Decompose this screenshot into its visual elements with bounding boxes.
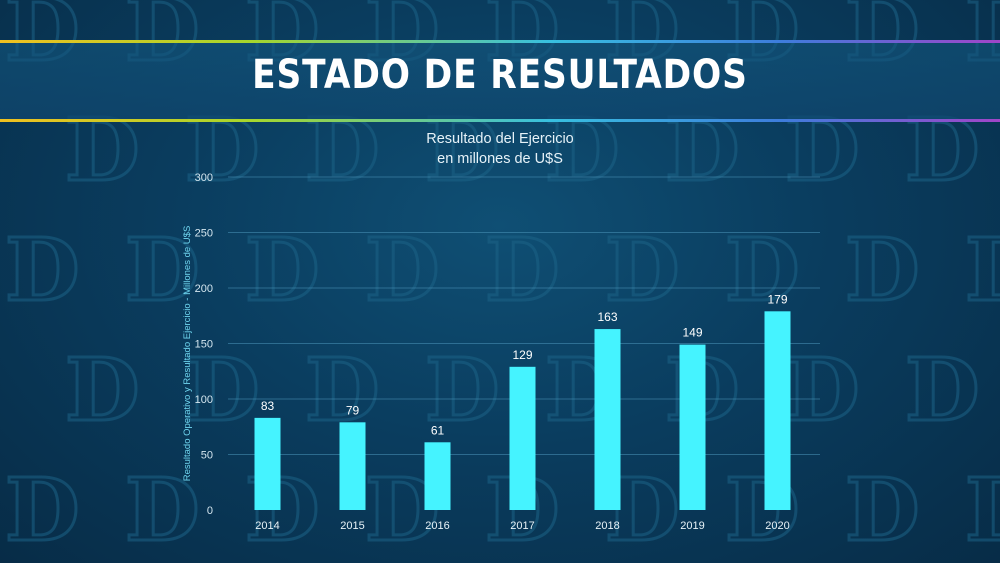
logo-d-icon: D — [725, 220, 800, 321]
value-label: 79 — [346, 403, 360, 417]
x-category-label: 2014 — [255, 520, 279, 532]
value-label: 149 — [682, 326, 702, 340]
logo-d-icon: D — [905, 340, 980, 441]
color-stripe-bottom — [0, 119, 1000, 122]
y-tick-label: 150 — [195, 339, 213, 351]
y-tick-label: 0 — [207, 505, 213, 517]
y-tick-label: 50 — [201, 450, 213, 462]
logo-d-icon: D — [965, 460, 1000, 561]
value-label: 179 — [767, 292, 787, 306]
chart-title-line: Resultado del Ejercicio — [426, 131, 574, 147]
bar-2018 — [594, 329, 621, 510]
page-title: ESTADO DE RESULTADOS — [252, 52, 748, 98]
value-label: 83 — [261, 399, 275, 413]
x-category-label: 2015 — [340, 520, 364, 532]
y-tick-label: 200 — [195, 283, 213, 295]
logo-d-icon: D — [245, 220, 320, 321]
value-label: 163 — [597, 310, 617, 324]
logo-d-icon: D — [785, 340, 860, 441]
logo-d-icon: D — [125, 220, 200, 321]
logo-d-icon: D — [5, 220, 80, 321]
logo-d-icon: D — [485, 220, 560, 321]
chart-subtitle-line: en millones de U$S — [437, 151, 563, 167]
logo-d-icon: D — [425, 340, 500, 441]
logo-d-icon: D — [605, 220, 680, 321]
logo-d-icon: D — [365, 220, 440, 321]
bar-2019 — [679, 344, 706, 510]
logo-d-icon: D — [845, 460, 920, 561]
chart-title: Resultado del Ejercicio en millones de U… — [0, 129, 1000, 169]
y-tick-label: 300 — [195, 172, 213, 184]
value-label: 61 — [431, 423, 445, 437]
bar-2017 — [509, 366, 536, 510]
title-band — [0, 40, 1000, 122]
logo-d-icon: D — [65, 340, 140, 441]
x-category-label: 2020 — [765, 520, 789, 532]
bar-2016 — [424, 442, 451, 510]
x-category-label: 2018 — [595, 520, 619, 532]
value-label: 129 — [512, 348, 532, 362]
color-stripe-top — [0, 40, 1000, 43]
bar-2015 — [339, 422, 366, 510]
y-tick-label: 250 — [195, 228, 213, 240]
logo-d-icon: D — [185, 340, 260, 441]
logo-d-icon: D — [845, 220, 920, 321]
x-category-label: 2017 — [510, 520, 534, 532]
x-category-label: 2019 — [680, 520, 704, 532]
x-category-label: 2016 — [425, 520, 449, 532]
bar-2014 — [254, 417, 281, 510]
logo-d-icon: D — [125, 460, 200, 561]
logo-d-icon: D — [5, 460, 80, 561]
y-tick-label: 100 — [195, 394, 213, 406]
y-axis-label: Resultado Operativo y Resultado Ejercici… — [182, 226, 193, 482]
bar-2020 — [764, 311, 791, 510]
logo-d-icon: D — [965, 220, 1000, 321]
